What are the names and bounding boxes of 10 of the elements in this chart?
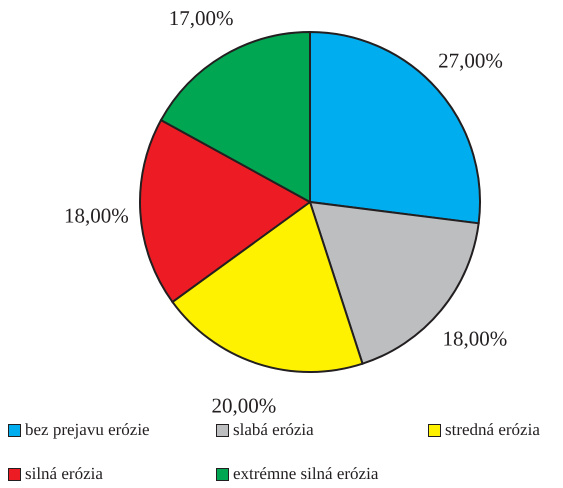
legend-label: extrémne silná erózia <box>233 464 378 484</box>
legend-label: stredná erózia <box>445 420 540 440</box>
data-label: 20,00% <box>211 394 276 418</box>
legend-label: bez prejavu erózie <box>25 420 150 440</box>
data-label: 27,00% <box>438 48 503 72</box>
data-label: 18,00% <box>64 203 129 228</box>
data-label: 17,00% <box>168 6 234 30</box>
legend-label: silná erózia <box>25 464 103 484</box>
legend-label: slabá erózia <box>233 420 314 440</box>
data-label: 18,00% <box>442 326 508 350</box>
